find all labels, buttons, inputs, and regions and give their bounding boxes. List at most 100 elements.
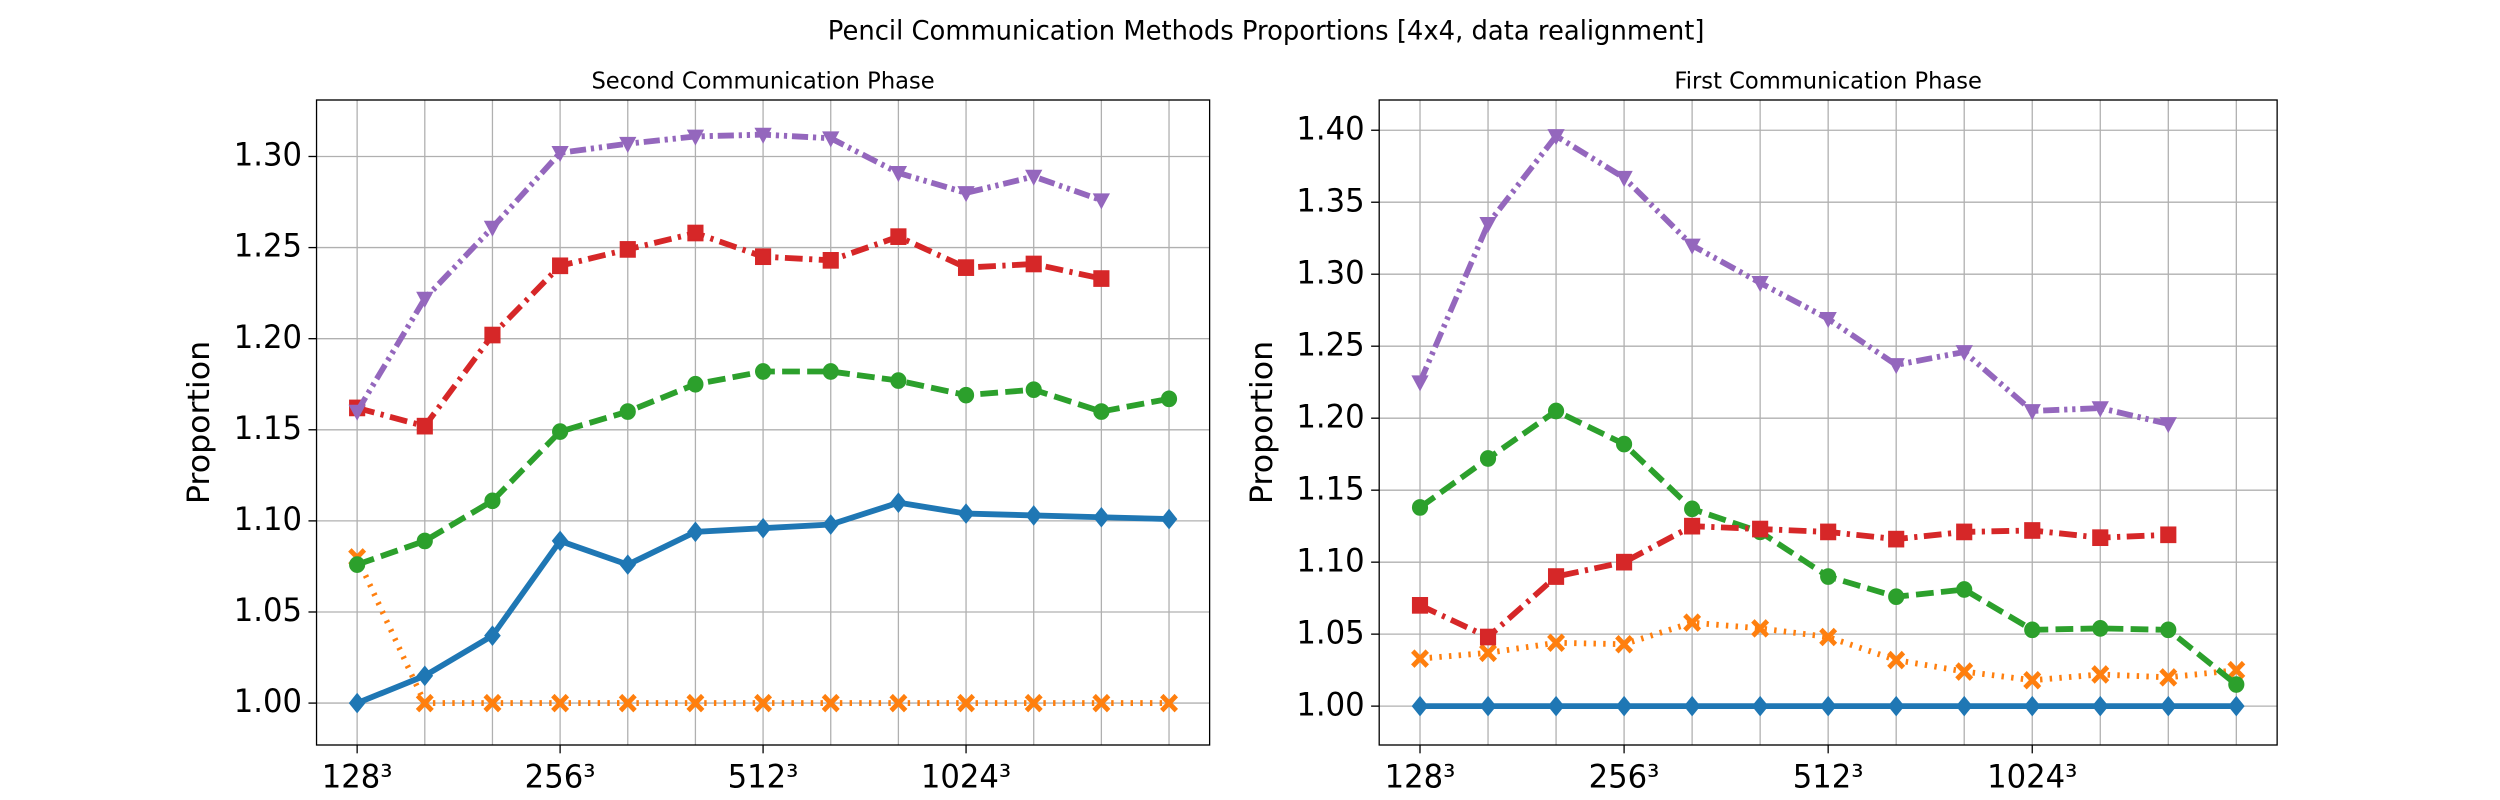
marker	[1956, 581, 1973, 598]
y-tick-label: 1.15	[234, 410, 302, 447]
marker	[416, 665, 434, 687]
marker	[754, 127, 772, 144]
marker	[1479, 216, 1497, 234]
marker	[619, 403, 636, 420]
marker	[1479, 643, 1498, 663]
marker	[1955, 345, 1973, 362]
marker	[1887, 358, 1905, 375]
marker	[1684, 500, 1701, 518]
marker	[1093, 403, 1110, 420]
marker	[957, 259, 975, 276]
y-tick-label: 1.20	[234, 319, 302, 356]
marker	[1547, 402, 1565, 420]
marker	[822, 252, 839, 269]
marker	[1411, 695, 1429, 717]
marker	[1025, 255, 1042, 273]
x-tick-label: 512³	[728, 759, 799, 796]
marker	[1479, 695, 1497, 717]
y-tick-label: 1.00	[234, 684, 302, 721]
marker	[1411, 649, 1429, 668]
marker	[1615, 634, 1634, 654]
marker	[957, 503, 975, 524]
series-line	[354, 131, 1103, 414]
marker	[484, 326, 501, 344]
marker	[821, 693, 840, 713]
marker	[348, 404, 366, 421]
marker	[415, 693, 434, 713]
marker	[1160, 508, 1178, 530]
marker	[1683, 613, 1702, 632]
marker	[686, 693, 705, 713]
x-tick-label: 128³	[1385, 759, 1456, 796]
marker	[2227, 660, 2246, 680]
marker	[957, 693, 976, 713]
marker	[1547, 129, 1565, 146]
marker	[1820, 523, 1837, 541]
marker	[1615, 695, 1633, 717]
marker	[1547, 568, 1565, 585]
marker	[2159, 417, 2177, 434]
marker	[1751, 695, 1769, 717]
marker	[2228, 695, 2245, 717]
marker	[1547, 633, 1566, 653]
marker	[687, 224, 704, 242]
x-tick-label: 256³	[525, 759, 596, 796]
marker	[483, 220, 502, 237]
y-tick-label: 1.35	[1296, 183, 1364, 220]
marker	[1616, 553, 1633, 571]
marker	[551, 530, 569, 552]
marker	[1092, 193, 1111, 210]
marker	[1955, 662, 1974, 681]
marker	[1160, 390, 1178, 408]
chart-title: Second Communication Phase	[591, 68, 934, 94]
marker	[1616, 435, 1633, 453]
marker	[2023, 404, 2041, 421]
marker	[1819, 627, 1838, 647]
marker	[348, 692, 366, 714]
marker	[552, 257, 569, 275]
marker	[1479, 628, 1497, 646]
marker	[1092, 693, 1111, 713]
marker	[755, 248, 772, 266]
marker	[889, 693, 908, 713]
marker	[1955, 695, 1973, 717]
y-tick-label: 1.25	[1296, 327, 1364, 364]
marker	[1093, 506, 1110, 528]
y-tick-label: 1.40	[1296, 111, 1364, 148]
marker	[483, 693, 502, 713]
y-axis-label: Proportion	[1244, 341, 1279, 504]
marker	[2160, 526, 2177, 544]
y-tick-label: 1.20	[1296, 399, 1364, 436]
marker	[1025, 505, 1043, 526]
marker	[1684, 517, 1701, 535]
marker	[619, 136, 637, 153]
marker	[1025, 381, 1042, 399]
marker	[2228, 676, 2245, 693]
marker	[1683, 695, 1701, 717]
marker	[1751, 276, 1769, 293]
marker	[619, 554, 637, 575]
marker	[1093, 270, 1110, 287]
marker	[890, 228, 907, 245]
figure-title: Pencil Communication Methods Proportions…	[828, 16, 1705, 46]
y-tick-label: 1.00	[1296, 687, 1364, 724]
chart-title: First Communication Phase	[1674, 68, 1982, 94]
plot-frame	[1378, 99, 2278, 746]
marker	[1887, 695, 1905, 717]
marker	[1547, 695, 1565, 717]
series-line	[356, 229, 1102, 430]
marker	[416, 291, 434, 308]
marker	[1025, 169, 1043, 186]
marker	[2023, 670, 2042, 690]
marker	[1411, 597, 1429, 614]
x-tick-label: 1024³	[921, 759, 1011, 796]
marker	[687, 375, 704, 393]
marker	[2159, 695, 2177, 717]
marker	[2091, 695, 2109, 717]
y-axis-label: Proportion	[182, 341, 217, 504]
marker	[890, 372, 907, 389]
marker	[484, 492, 501, 510]
marker	[1888, 530, 1905, 548]
